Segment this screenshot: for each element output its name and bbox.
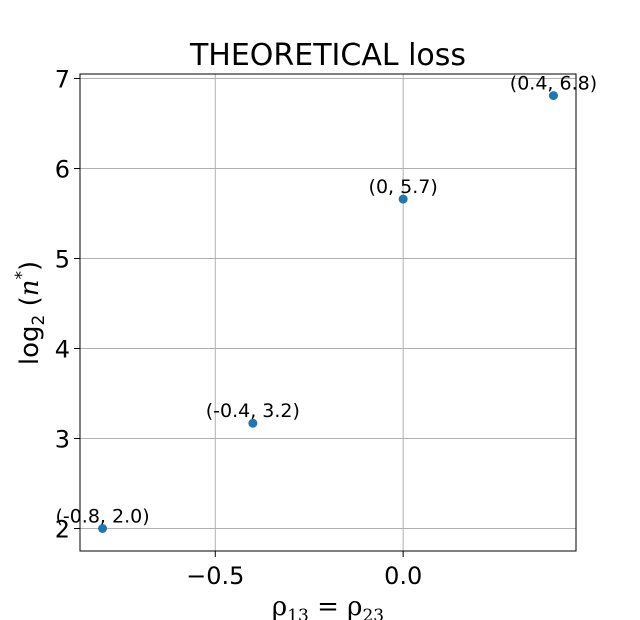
plot-frame [79,73,577,552]
y-axis-label: log2 (n*) [12,261,49,365]
data-label: (0.4, 6.8) [510,73,597,95]
y-tick-label: 7 [55,66,70,94]
chart-title: THEORETICAL loss [189,38,466,73]
x-axis-label: ρ13 = ρ23 [272,592,384,620]
data-point [98,524,108,533]
data-label: (-0.8, 2.0) [55,506,149,528]
data-point [548,91,558,101]
y-tick-label: 4 [55,336,70,364]
data-label: (-0.4, 3.2) [206,400,300,422]
axis-ticks: −0.5 0.0 2 3 4 5 6 7 [55,66,423,591]
x-tick-label: 0.0 [384,562,422,590]
data-label: (0, 5.7) [369,176,438,198]
data-point [248,418,258,428]
y-tick-label: 5 [55,246,70,274]
data-point [398,194,408,204]
data-points [98,91,558,533]
y-tick-label: 6 [55,156,70,184]
grid-lines [80,74,576,551]
data-labels: (-0.8, 2.0) (-0.4, 3.2) (0, 5.7) (0.4, 6.8) [55,73,597,528]
y-tick-label: 2 [55,516,70,544]
y-tick-label: 3 [55,426,70,454]
x-tick-label: −0.5 [186,562,244,590]
